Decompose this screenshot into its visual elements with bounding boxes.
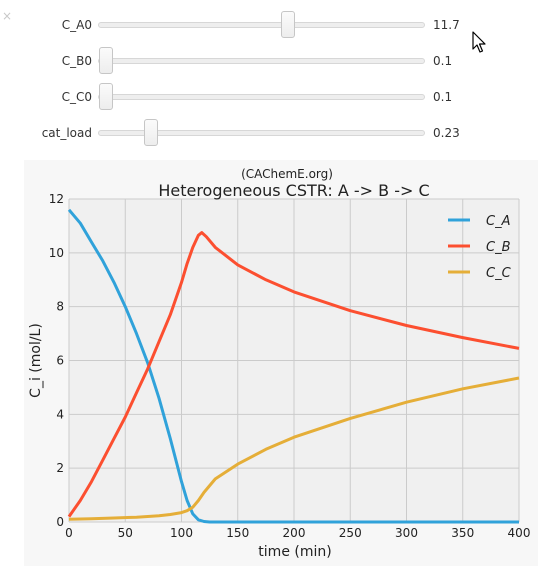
slider-value: 0.1 [433,54,453,68]
slider-thumb[interactable] [99,47,113,74]
slider-label: C_B0 [61,54,92,68]
slider-thumb[interactable] [143,119,158,146]
x-tick-label: 50 [118,526,133,540]
x-tick-label: 300 [395,526,418,540]
series-line-c-a [67,208,519,524]
mouse-pointer-icon [472,31,486,53]
slider-value: 11.7 [433,18,460,32]
y-tick-label: 6 [56,354,64,368]
x-tick-label: 200 [283,526,306,540]
x-axis-label: time (min) [258,544,331,560]
slider-label: cat_load [41,126,92,140]
chart-subtitle: (CAChemE.org) [241,167,333,181]
y-axis-label: C_i (mol/L) [28,323,44,398]
slider-row-c-c0: C_C0 0.1 [0,83,552,111]
x-tick-label: 250 [339,526,362,540]
slider-track[interactable] [98,130,425,136]
x-tick-label: 100 [170,526,193,540]
slider-track[interactable] [98,22,425,28]
x-tick-label: 150 [226,526,249,540]
slider-track[interactable] [98,58,425,64]
concentration-chart: 0 50 100 150 200 250 300 350 400 0 2 4 6 8 10 12 (CAChem… [28,167,531,560]
y-tick-label: 10 [49,246,64,260]
series-line-c-b [67,231,520,518]
slider-row-c-a0: C_A0 11.7 [0,11,552,39]
slider-row-c-b0: C_B0 0.1 [0,47,552,75]
slider-label: C_C0 [61,90,92,104]
y-tick-label: 2 [56,461,64,475]
slider-thumb[interactable] [99,83,113,110]
series-line-c-c [68,376,520,521]
chart-panel: 0 50 100 150 200 250 300 350 400 0 2 4 6 8 10 12 (CAChem… [24,160,538,566]
y-tick-label: 0 [56,515,64,529]
x-tick-label: 0 [65,526,73,540]
legend-entry: C_A [486,214,510,229]
y-tick-label: 4 [56,407,64,421]
chart-title: Heterogeneous CSTR: A -> B -> C [158,181,429,200]
slider-value: 0.1 [433,90,453,104]
legend-entry: C_C [486,266,512,281]
y-tick-label: 12 [49,192,64,206]
close-icon[interactable]: × [2,9,13,23]
slider-thumb[interactable] [280,11,295,38]
slider-track[interactable] [98,94,425,100]
slider-label: C_A0 [61,18,92,32]
x-tick-label: 350 [451,526,474,540]
legend-entry: C_B [486,240,511,255]
slider-value: 0.23 [433,126,460,140]
x-tick-label: 400 [508,526,531,540]
y-tick-label: 8 [56,300,64,314]
slider-row-cat-load: cat_load 0.23 [0,119,552,147]
